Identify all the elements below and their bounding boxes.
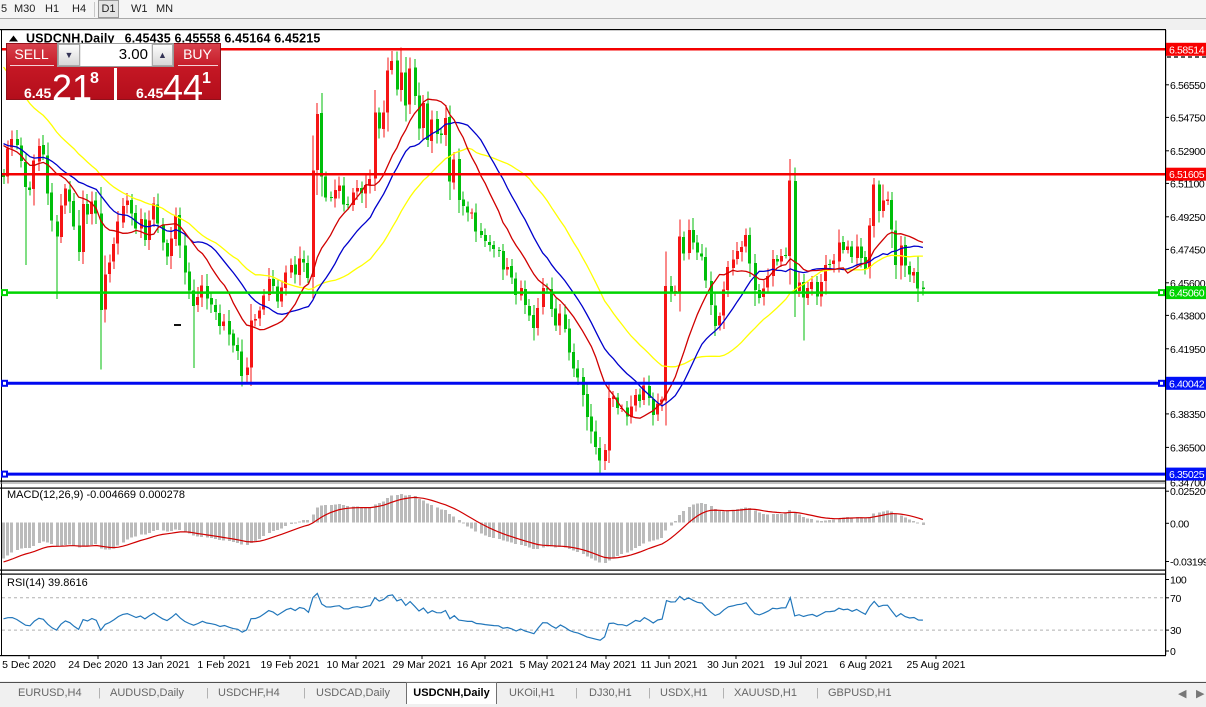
svg-text:100: 100 <box>1170 575 1187 587</box>
svg-text:6.45060: 6.45060 <box>1169 288 1205 300</box>
svg-text:6.54750: 6.54750 <box>1170 112 1206 124</box>
svg-text:16 Apr 2021: 16 Apr 2021 <box>457 659 514 671</box>
svg-text:-0.031994: -0.031994 <box>1170 557 1206 569</box>
svg-text:6.41950: 6.41950 <box>1170 344 1206 356</box>
svg-text:6 Aug 2021: 6 Aug 2021 <box>839 659 892 671</box>
svg-text:0: 0 <box>1170 646 1176 658</box>
svg-text:6.43800: 6.43800 <box>1170 310 1206 322</box>
svg-text:0.025209: 0.025209 <box>1170 486 1206 498</box>
svg-text:6.51100: 6.51100 <box>1170 178 1205 190</box>
svg-text:5 Dec 2020: 5 Dec 2020 <box>2 659 56 671</box>
svg-text:USDCNH,Daily 6.45435 6.45558: USDCNH,Daily 6.45435 6.45558 6.45164 6.4… <box>26 32 320 46</box>
svg-text:19 Jul 2021: 19 Jul 2021 <box>774 659 828 671</box>
svg-text:6.47450: 6.47450 <box>1170 244 1206 256</box>
svg-text:24 Dec 2020: 24 Dec 2020 <box>68 659 128 671</box>
svg-text:25 Aug 2021: 25 Aug 2021 <box>907 659 966 671</box>
svg-text:19 Feb 2021: 19 Feb 2021 <box>261 659 320 671</box>
svg-text:1 Feb 2021: 1 Feb 2021 <box>197 659 250 671</box>
svg-text:11 Jun 2021: 11 Jun 2021 <box>640 659 697 671</box>
svg-text:6.35025: 6.35025 <box>1169 469 1205 481</box>
svg-text:29 Mar 2021: 29 Mar 2021 <box>393 659 452 671</box>
svg-text:6.36500: 6.36500 <box>1170 442 1206 454</box>
svg-text:6.40042: 6.40042 <box>1169 378 1205 390</box>
svg-text:6.56550: 6.56550 <box>1170 80 1206 92</box>
svg-text:6.58514: 6.58514 <box>1169 44 1205 56</box>
svg-text:MACD(12,26,9) -0.004669 0.0002: MACD(12,26,9) -0.004669 0.000278 <box>7 489 185 501</box>
svg-text:24 May 2021: 24 May 2021 <box>576 659 637 671</box>
svg-text:RSI(14) 39.8616: RSI(14) 39.8616 <box>7 577 88 589</box>
svg-text:10 Mar 2021: 10 Mar 2021 <box>327 659 386 671</box>
svg-text:6.49250: 6.49250 <box>1170 212 1206 224</box>
svg-text:6.52900: 6.52900 <box>1170 146 1206 158</box>
svg-text:30: 30 <box>1170 625 1181 637</box>
svg-text:30 Jun 2021: 30 Jun 2021 <box>707 659 765 671</box>
svg-text:6.51605: 6.51605 <box>1169 169 1205 181</box>
svg-text:6.38350: 6.38350 <box>1170 409 1206 421</box>
svg-text:5 May 2021: 5 May 2021 <box>520 659 575 671</box>
svg-text:0.00: 0.00 <box>1170 518 1189 530</box>
svg-text:13 Jan 2021: 13 Jan 2021 <box>132 659 190 671</box>
svg-text:70: 70 <box>1170 593 1181 605</box>
